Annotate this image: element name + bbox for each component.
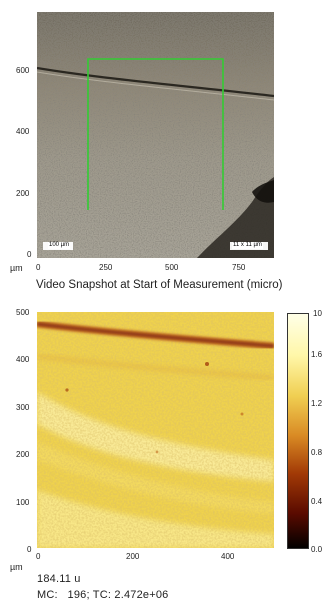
unit-label: µm: [10, 263, 23, 273]
scale-bar-label-left: 100 µm: [48, 242, 71, 249]
y-tick-label: 400: [16, 355, 30, 364]
x-tick-label: 0: [36, 263, 41, 272]
y-tick-label: 600: [16, 66, 30, 75]
x-tick-label: 750: [232, 263, 246, 272]
y-tick-label: 200: [16, 189, 30, 198]
colorbar-exponent: 10: [313, 309, 322, 318]
scale-bar-label-right: 11 x 11 µm: [232, 242, 263, 249]
intensity-map-image: [37, 312, 274, 548]
x-tick-label: 500: [165, 263, 179, 272]
map-panel: 10 1.6 1.2 0.8 0.4 0.0 500 400 300 200 1…: [0, 300, 327, 605]
colorbar: [287, 313, 309, 549]
y-tick-label: 0: [27, 545, 32, 554]
readout-counts: MC: 196; TC: 2.472e+06: [37, 589, 169, 601]
y-tick-label: 500: [16, 308, 30, 317]
x-tick-label: 400: [221, 552, 235, 561]
colorbar-tick-label: 1.2: [311, 399, 323, 408]
colorbar-tick-label: 0.4: [311, 497, 323, 506]
colorbar-tick-label: 0.8: [311, 448, 323, 457]
snapshot-caption: Video Snapshot at Start of Measurement (…: [36, 279, 283, 291]
video-snapshot-panel: 100 µm 11 x 11 µm 600 400 200 0 µm 0 250…: [0, 0, 327, 300]
measurement-region-frame: [87, 58, 224, 210]
y-tick-label: 300: [16, 403, 30, 412]
y-tick-label: 100: [16, 498, 30, 507]
y-tick-label: 0: [27, 250, 32, 259]
unit-label: µm: [10, 562, 23, 572]
y-tick-label: 200: [16, 450, 30, 459]
x-tick-label: 0: [36, 552, 41, 561]
colorbar-tick-label: 1.6: [311, 350, 323, 359]
x-tick-label: 250: [99, 263, 113, 272]
colorbar-tick-label: 0.0: [311, 545, 323, 554]
y-tick-label: 400: [16, 127, 30, 136]
x-tick-label: 200: [126, 552, 140, 561]
video-snapshot-image: [37, 12, 274, 258]
readout-value: 184.11 u: [37, 573, 81, 585]
